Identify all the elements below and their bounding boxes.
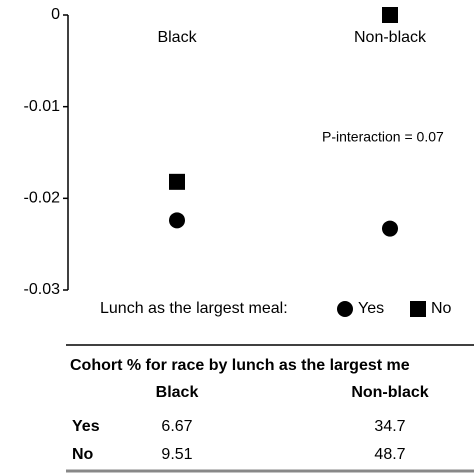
data-point [382, 220, 398, 237]
annotation: P-interaction = 0.07 [322, 129, 444, 145]
table-header: Non-black [351, 384, 428, 401]
table-cell: 48.7 [374, 446, 405, 463]
legend-marker [410, 301, 426, 317]
table-header: Black [156, 384, 199, 401]
data-point [169, 212, 185, 229]
y-tick-label: 0 [51, 6, 60, 23]
table-cell: 9.51 [161, 446, 192, 463]
x-category-label: Non-black [354, 29, 427, 46]
table-cell: 34.7 [374, 418, 405, 435]
table-title: Cohort % for race by lunch as the larges… [70, 357, 410, 374]
table-cell: 6.67 [161, 418, 192, 435]
y-tick-label: -0.02 [24, 190, 61, 207]
legend-marker [337, 301, 353, 317]
data-point [169, 173, 185, 190]
legend-label: No [431, 300, 452, 317]
y-tick-label: -0.03 [24, 281, 61, 298]
legend-label: Yes [358, 300, 384, 317]
y-tick-label: -0.01 [24, 98, 61, 115]
legend-title: Lunch as the largest meal: [100, 300, 288, 317]
data-point [382, 7, 398, 23]
table-row-label: No [72, 446, 94, 463]
table-row-label: Yes [72, 418, 100, 435]
x-category-label: Black [157, 29, 197, 46]
